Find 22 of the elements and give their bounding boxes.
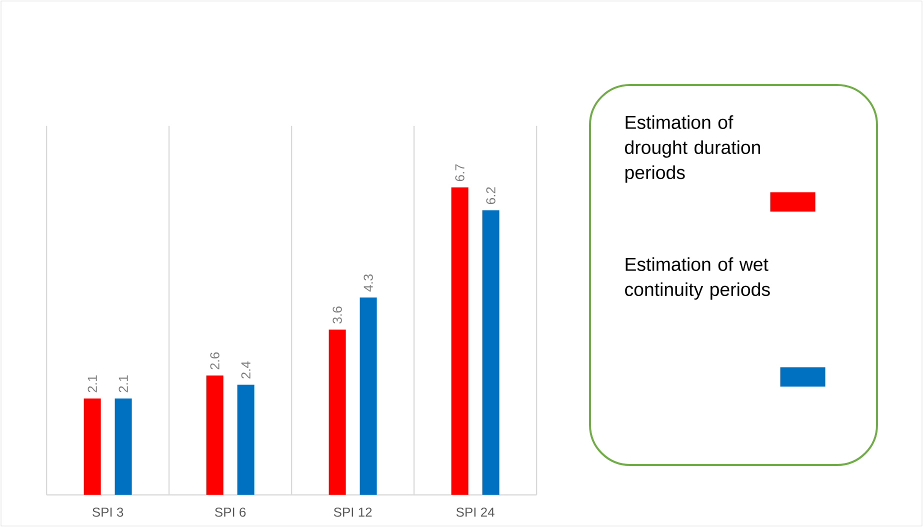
data-label: 6.2: [486, 187, 496, 204]
x-tick-label: SPI 24: [456, 508, 494, 517]
text: Estimation of drought duration periods: [625, 115, 760, 183]
bar: [237, 384, 254, 495]
text: Estimation of wet continuity periods: [625, 257, 770, 300]
data-label: 4.3: [364, 274, 373, 292]
data-label: 2.6: [210, 352, 220, 370]
bar: [328, 330, 346, 495]
data-label: 6.7: [455, 164, 464, 182]
x-tick-label: SPI 3: [92, 508, 124, 517]
bar: [206, 376, 224, 495]
data-label: 2.4: [241, 361, 250, 378]
x-tick-label: SPI 6: [214, 508, 246, 517]
bar: [84, 398, 101, 495]
bar: [114, 398, 132, 495]
bar: [451, 187, 468, 495]
data-label: 2.1: [88, 375, 97, 392]
bar: [482, 210, 500, 495]
bar: [360, 298, 377, 495]
data-label: 3.6: [332, 306, 342, 324]
x-tick-label: SPI 12: [334, 508, 372, 517]
data-label: 2.1: [118, 375, 128, 392]
